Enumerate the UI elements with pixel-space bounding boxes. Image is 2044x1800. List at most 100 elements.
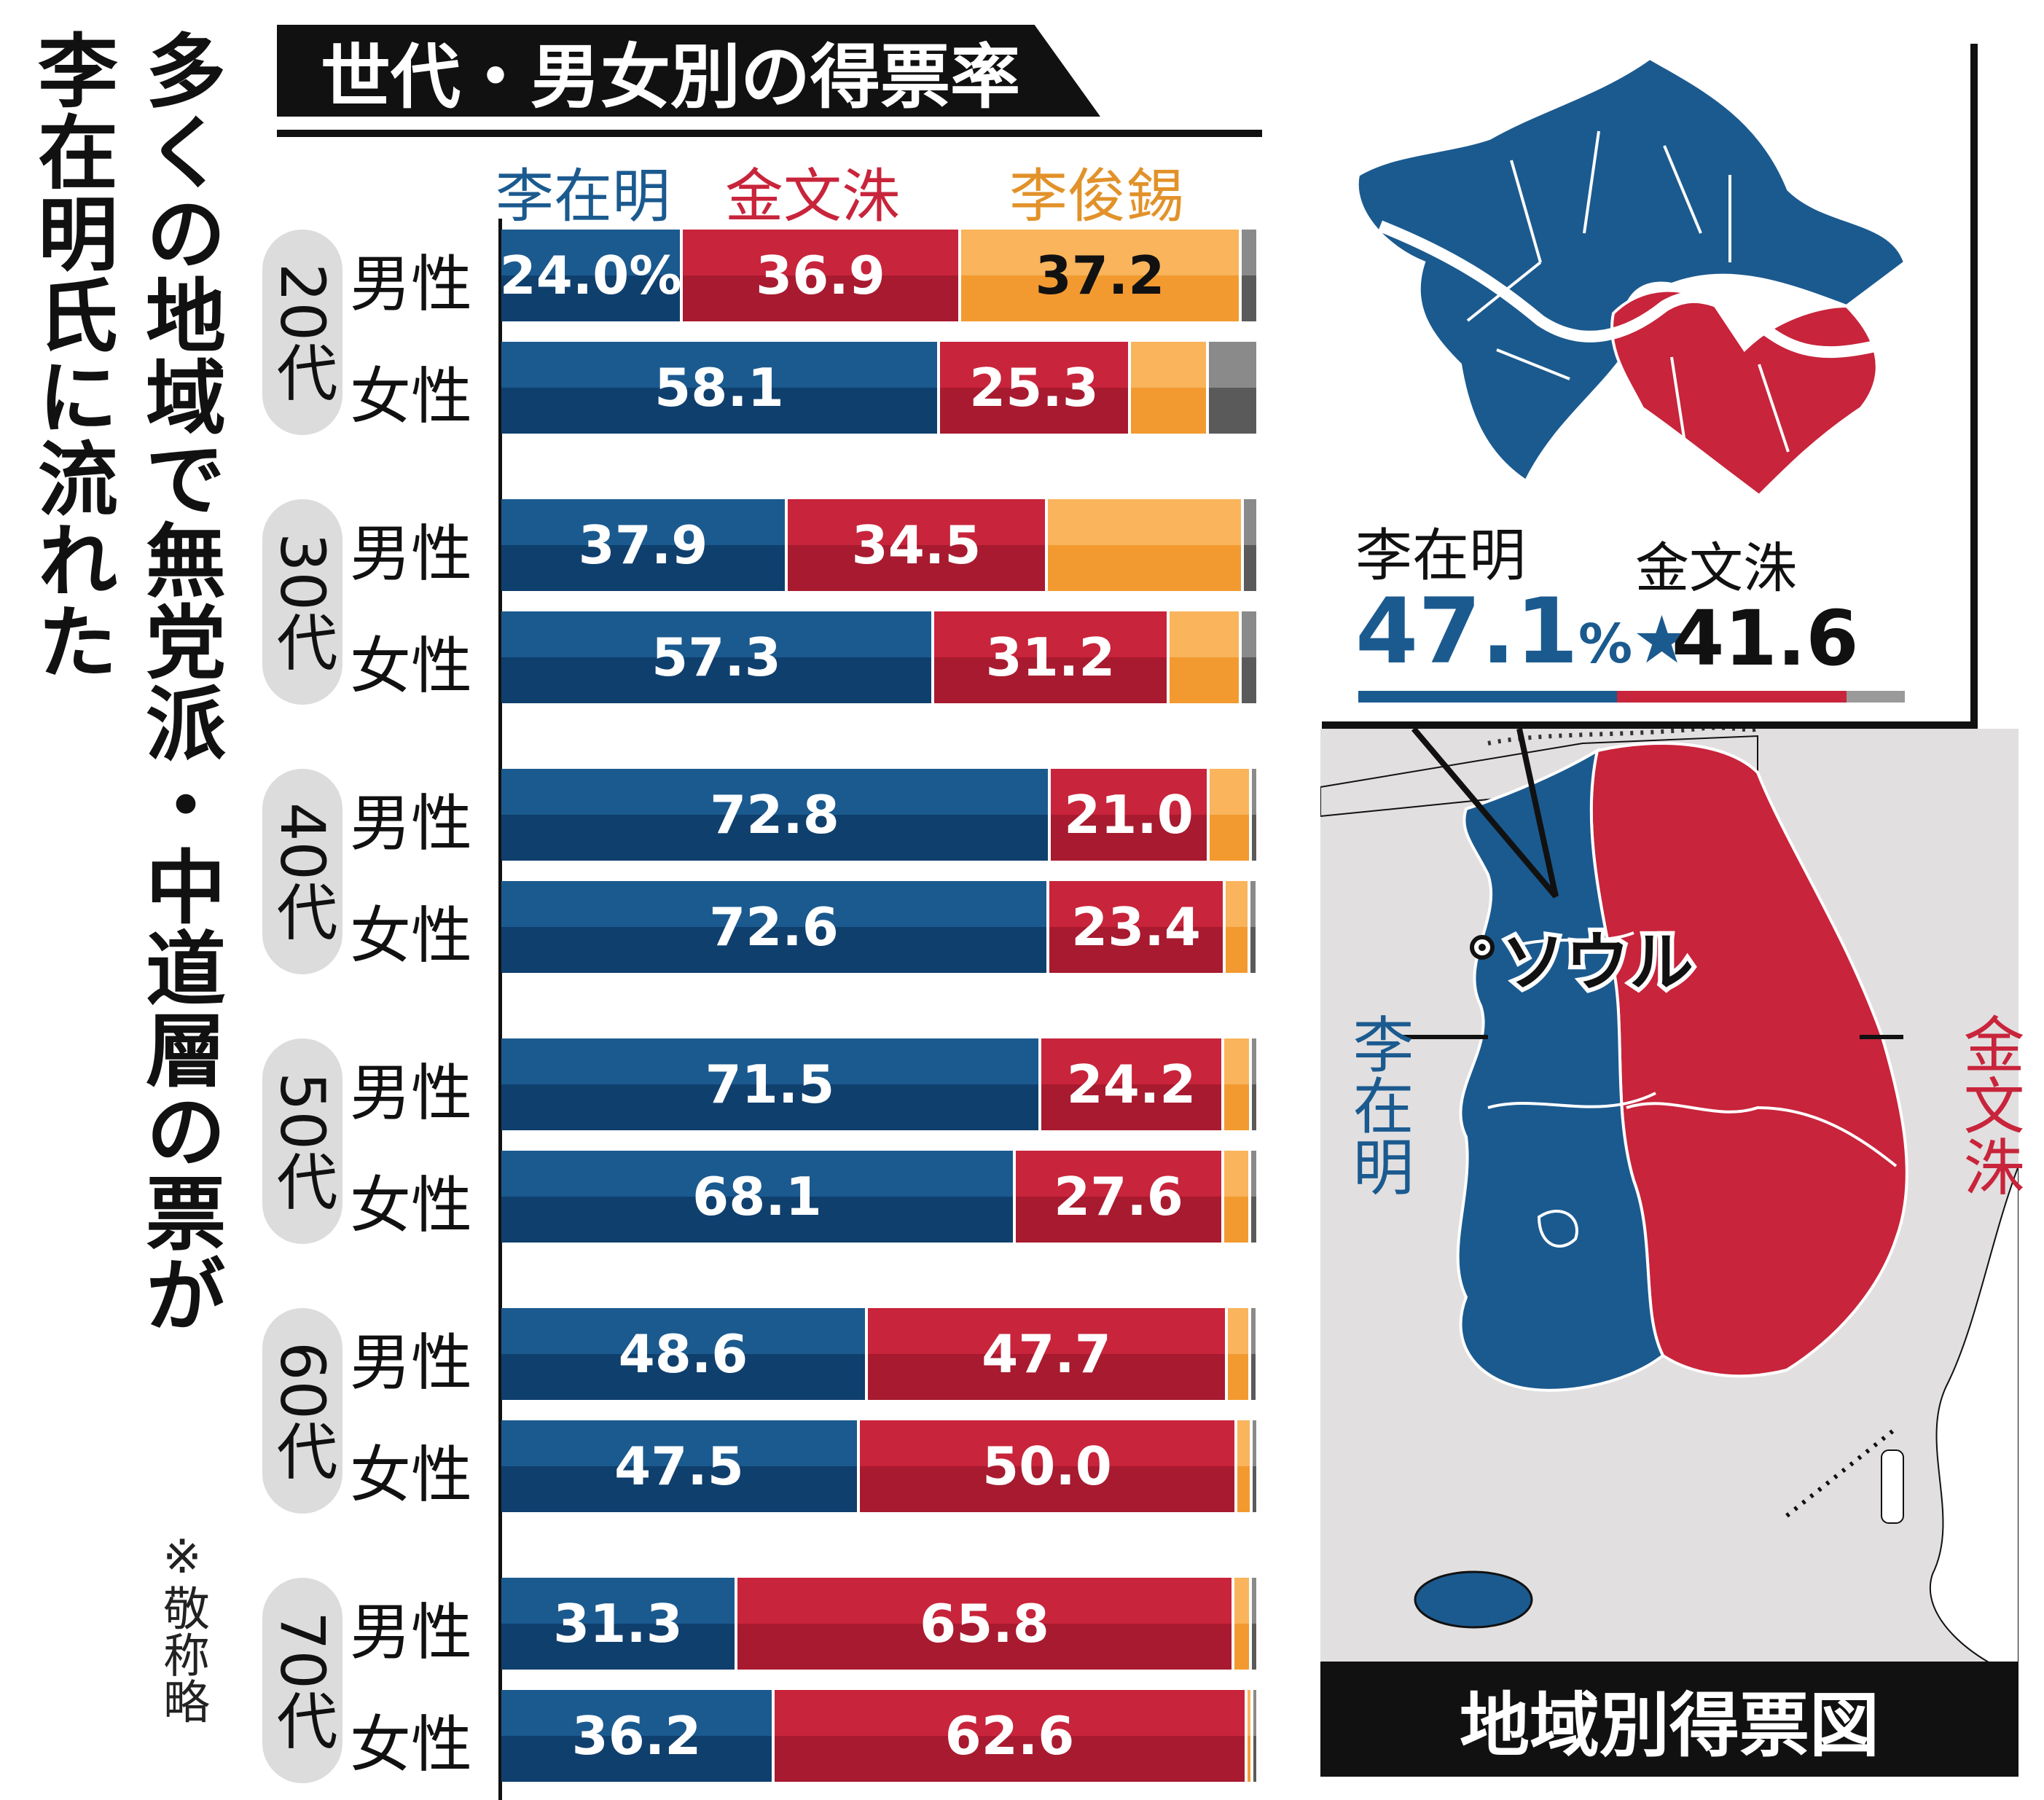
legend-kim: 金文洙: [725, 163, 900, 230]
sex-label: 女性: [350, 361, 473, 432]
korea-map-panel: ソウル 李在明 金文洙: [1320, 725, 2025, 1764]
bar-segment-ljs: [1237, 1420, 1253, 1512]
bar-segment-kim: 23.4: [1049, 881, 1226, 973]
callout-lee-value: 47.1: [1355, 579, 1578, 684]
bar-segment-kim: 21.0: [1051, 769, 1210, 861]
bar-value-label: 24.2: [1066, 1054, 1197, 1115]
bar-segment-oth: [1253, 1420, 1256, 1512]
bar-value-label: 23.4: [1071, 896, 1201, 958]
age-label: 30代: [262, 499, 342, 705]
callout-bar-kim: [1617, 691, 1847, 703]
bar-segment-oth: [1209, 342, 1256, 434]
sex-label: 男性: [350, 1327, 473, 1398]
sex-label: 男性: [350, 1057, 473, 1129]
bar-segment-lee: 24.0%: [501, 230, 683, 321]
map-label-kim: 金文洙: [1954, 1013, 2025, 1197]
legend-lee: 李在明: [496, 163, 670, 230]
bar-value-label: 72.6: [709, 896, 839, 958]
bar-value-label: 57.3: [651, 627, 781, 688]
sex-label: 男性: [350, 788, 473, 859]
callout-kim-name: 金文洙: [1635, 537, 1797, 600]
bar-value-label: 37.2: [1035, 245, 1165, 306]
age-label: 70代: [262, 1578, 342, 1783]
bar-segment-ljs: [1234, 1578, 1252, 1670]
bar-segment-kim: 34.5: [788, 499, 1048, 591]
bar-value-label: 47.7: [982, 1323, 1111, 1385]
han-river: [1378, 220, 1921, 359]
bar-segment-kim: 31.2: [934, 611, 1170, 703]
headline-line1: 多くの地域で無党派・中道層の票が: [132, 29, 225, 1335]
sex-label: 女性: [350, 630, 473, 702]
chart-title: 世代・男女別の得票率: [277, 25, 1100, 117]
bar-segment-oth: [1252, 769, 1256, 861]
callout-lee-unit: %: [1578, 613, 1633, 676]
map-label-lee: 李在明: [1343, 1013, 1414, 1197]
bar-segment-lee: 57.3: [501, 611, 934, 703]
bar-segment-lee: 71.5: [501, 1038, 1041, 1130]
bar-segment-ljs: [1228, 1308, 1251, 1400]
bar-segment-kim: 27.6: [1016, 1151, 1224, 1243]
bar-value-label: 58.1: [654, 357, 784, 418]
bar-segment-ljs: [1224, 1151, 1251, 1243]
callout-lee-name: 李在明: [1355, 523, 1527, 589]
note-keisho: ※敬称略: [155, 1530, 209, 1724]
jeju-island: [1414, 1570, 1533, 1629]
bar-segment-lee: 72.6: [501, 881, 1049, 973]
bar-segment-oth: [1252, 1578, 1256, 1670]
bar-segment-lee: 72.8: [501, 769, 1051, 861]
bar-value-label: 36.9: [756, 245, 885, 306]
sex-label: 男性: [350, 518, 473, 590]
bar-segment-ljs: [1224, 1038, 1252, 1130]
bar-segment-oth: [1242, 230, 1256, 321]
bar-segment-lee: 37.9: [501, 499, 788, 591]
bar-value-label: 48.6: [618, 1323, 748, 1385]
sex-label: 女性: [350, 1709, 473, 1780]
bar-segment-oth: [1251, 1151, 1256, 1243]
bar-segment-kim: 25.3: [940, 342, 1131, 434]
map-label-seoul: ソウル: [1497, 920, 1698, 1004]
bar-segment-oth: [1244, 499, 1256, 591]
age-label: 60代: [262, 1308, 342, 1514]
star-icon: ★: [1632, 602, 1691, 678]
bar-segment-kim: 50.0: [860, 1420, 1237, 1512]
bar-segment-kim: 65.8: [737, 1578, 1234, 1670]
bar-segment-lee: 68.1: [501, 1151, 1016, 1243]
title-rule: [277, 130, 1262, 137]
korea-map: [1320, 725, 2019, 1678]
bar-value-label: 31.3: [553, 1593, 683, 1654]
bar-value-label: 68.1: [692, 1166, 822, 1227]
chart-axis-line: [498, 219, 502, 1800]
bar-segment-ljs: [1170, 611, 1242, 703]
seoul-kim-area: [1610, 289, 1879, 498]
bar-segment-oth: [1250, 881, 1256, 973]
bar-segment-kim: 36.9: [683, 230, 961, 321]
bar-value-label: 71.5: [705, 1054, 835, 1115]
sex-label: 男性: [350, 249, 473, 320]
bar-segment-lee: 47.5: [501, 1420, 860, 1512]
map-title-text: 地域別得票図: [1460, 1684, 1879, 1766]
bar-segment-oth: [1253, 1690, 1256, 1782]
bar-segment-ljs: [1248, 1690, 1253, 1782]
map-title: 地域別得票図: [1320, 1662, 2018, 1777]
sex-label: 男性: [350, 1597, 473, 1668]
ulleungdo: [1881, 1449, 1904, 1524]
bar-value-label: 47.5: [614, 1436, 744, 1497]
bar-value-label: 72.8: [710, 784, 839, 845]
bar-value-label: 27.6: [1054, 1166, 1183, 1227]
bar-segment-kim: 47.7: [868, 1308, 1228, 1400]
seoul-district-map: [1355, 56, 1921, 498]
bar-value-label: 62.6: [944, 1705, 1075, 1766]
bar-segment-lee: 58.1: [501, 342, 940, 434]
callout-bar-lee: [1358, 691, 1617, 703]
japan-coast: [1930, 1165, 2019, 1678]
age-label: 50代: [262, 1038, 342, 1244]
bar-segment-ljs: [1210, 769, 1252, 861]
sex-label: 女性: [350, 1170, 473, 1241]
legend-ljs: 李俊錫: [1009, 163, 1184, 230]
seoul-callout: 李在明 金文洙 47.1%★ 41.6: [1322, 44, 1978, 729]
bar-value-label: 25.3: [969, 357, 1099, 418]
chart-title-text: 世代・男女別の得票率: [321, 36, 1020, 118]
bar-segment-oth: [1251, 1308, 1256, 1400]
bar-segment-ljs: 37.2: [961, 230, 1242, 321]
sex-label: 女性: [350, 1439, 473, 1511]
